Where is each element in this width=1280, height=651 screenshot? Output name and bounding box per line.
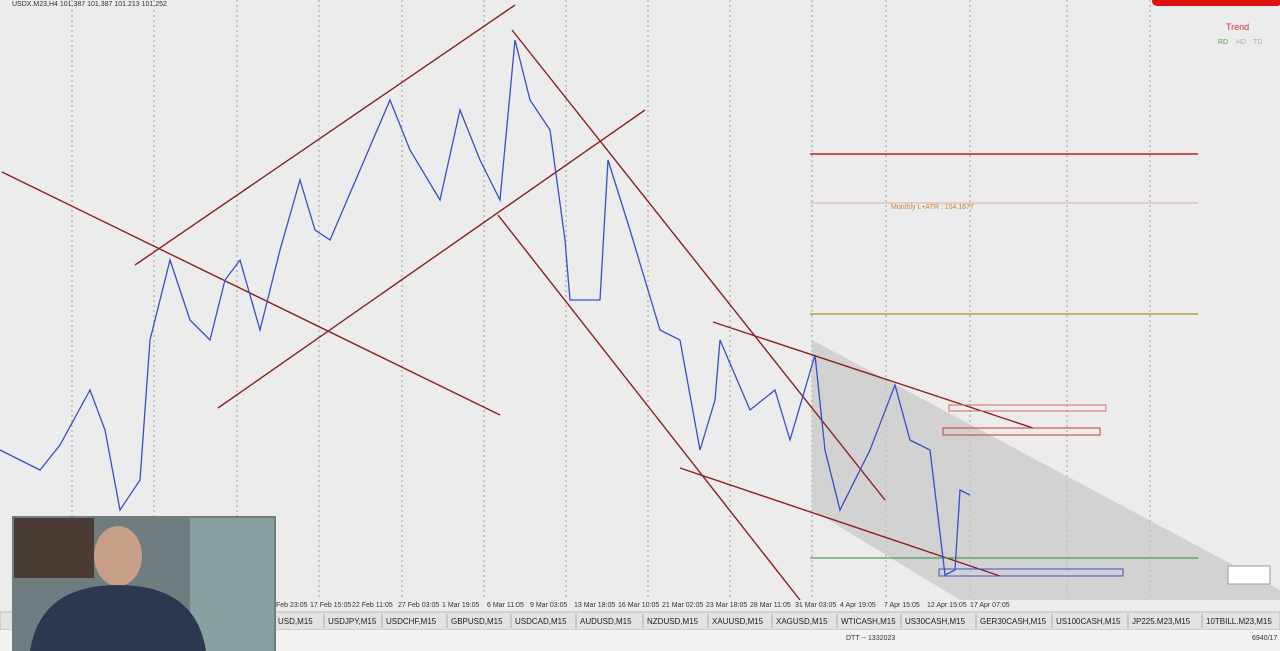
record-badge: [1152, 0, 1280, 6]
date-label: 31 Mar 03:05: [795, 602, 836, 609]
trend-line: [134, 4, 516, 266]
tab[interactable]: USD,M15: [278, 617, 313, 626]
zone-box: [938, 568, 1124, 577]
zone-box: [948, 404, 1107, 412]
date-label: 21 Mar 02:05: [662, 602, 703, 609]
trend-line: [511, 29, 886, 501]
date-label: 12 Apr 15:05: [927, 602, 967, 609]
webcam-person: [94, 526, 142, 586]
price-line: [0, 39, 971, 576]
tab[interactable]: GBPUSD,M15: [451, 617, 503, 626]
date-labels: Feb 23:05 17 Feb 15:05 22 Feb 11:05 27 Feb …: [276, 602, 1010, 609]
level-annotation: Monthly L+ATR : 104.1677: [891, 204, 974, 211]
date-label: 4 Apr 19:05: [840, 602, 876, 609]
date-label: 7 Apr 15:05: [884, 602, 920, 609]
date-label: 13 Mar 18:05: [574, 602, 615, 609]
tab[interactable]: US100CASH,M15: [1056, 617, 1121, 626]
indicator-mode[interactable]: RD: [1218, 39, 1228, 46]
zone-box: [942, 427, 1101, 436]
tab[interactable]: NZDUSD,M15: [647, 617, 699, 626]
indicator-mode[interactable]: TD: [1253, 39, 1262, 46]
status-bar: [0, 630, 1280, 651]
status-profile: DTT -- 1332023: [846, 635, 895, 642]
tab[interactable]: JP225.M23,M15: [1132, 617, 1191, 626]
flag-icon: [1227, 565, 1271, 585]
webcam-person: [30, 585, 206, 651]
tab[interactable]: 10TBILL.M23,M15: [1206, 617, 1272, 626]
indicator-title: Trend: [1226, 22, 1249, 32]
date-label: 9 Mar 03:05: [530, 602, 567, 609]
tab[interactable]: XAUUSD,M15: [712, 617, 764, 626]
tab[interactable]: AUDUSD,M15: [580, 617, 632, 626]
tab[interactable]: USDCHF,M15: [386, 617, 437, 626]
date-label: 1 Mar 19:05: [442, 602, 479, 609]
trend-line: [497, 214, 801, 601]
indicator-mode[interactable]: HD: [1236, 39, 1246, 46]
tab[interactable]: US30CASH,M15: [905, 617, 966, 626]
date-axis: [0, 600, 1280, 612]
status-traffic: 6940/17: [1252, 635, 1277, 642]
date-label: 16 Mar 10:05: [618, 602, 659, 609]
symbol-header: USDX.M23,H4 101.387 101.387 101.213 101.…: [12, 1, 167, 8]
tab[interactable]: GER30CASH,M15: [980, 617, 1047, 626]
channel-zone: [812, 340, 1280, 600]
trend-line: [1, 171, 501, 416]
webcam-wall: [190, 518, 274, 651]
date-label: 22 Feb 11:05: [352, 602, 393, 609]
date-label: Feb 23:05: [276, 602, 308, 609]
date-label: 17 Feb 15:05: [310, 602, 351, 609]
trend-lines: [1, 4, 1034, 601]
webcam: [12, 516, 276, 651]
webcam-shelf: [14, 518, 94, 578]
date-label: 27 Feb 03:05: [398, 602, 439, 609]
tab[interactable]: XAGUSD,M15: [776, 617, 828, 626]
date-label: 23 Mar 18:05: [706, 602, 747, 609]
tab[interactable]: WTICASH,M15: [841, 617, 896, 626]
date-label: 6 Mar 11:05: [487, 602, 524, 609]
tabs: USD,M15 USDJPY,M15 USDCHF,M15 GBPUSD,M15 USD…: [273, 614, 1272, 628]
tab[interactable]: USDJPY,M15: [328, 617, 377, 626]
date-label: 17 Apr 07:05: [970, 602, 1010, 609]
trend-line: [217, 109, 646, 409]
trend-line: [712, 321, 1034, 429]
tab[interactable]: USDCAD,M15: [515, 617, 567, 626]
date-label: 28 Mar 11:05: [750, 602, 791, 609]
